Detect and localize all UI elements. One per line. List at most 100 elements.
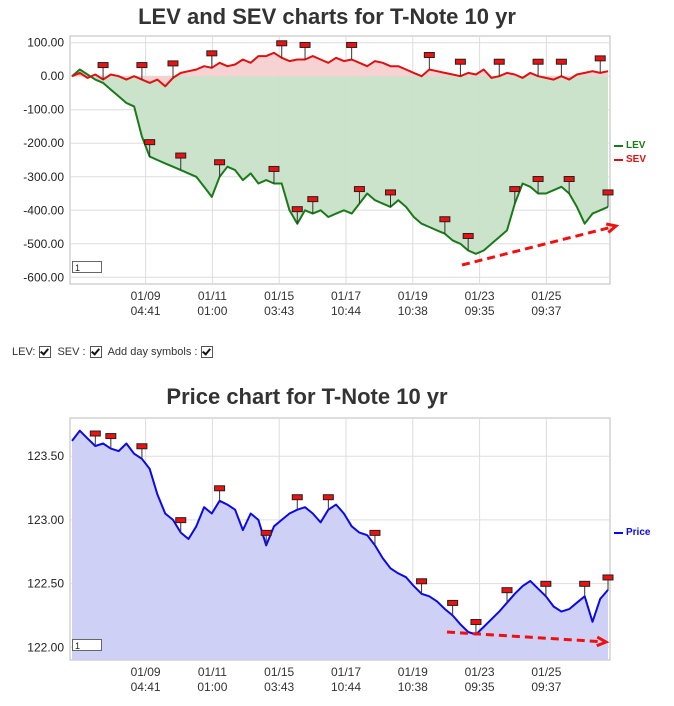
x-tick-time: 04:41 xyxy=(131,304,161,318)
sev-day-marker xyxy=(532,58,544,65)
legend-lev[interactable]: LEV xyxy=(614,140,645,151)
x-tick-time: 01:00 xyxy=(197,304,227,318)
series-fill-lev xyxy=(72,69,608,254)
x-tick-time: 04:41 xyxy=(131,680,161,694)
y-tick-label: 122.00 xyxy=(27,640,64,654)
x-tick-date: 01/23 xyxy=(465,289,495,303)
price-day-marker xyxy=(579,580,591,587)
lev-day-marker xyxy=(291,206,303,213)
legend-price-swatch xyxy=(614,531,623,534)
lev-trend-arrow xyxy=(461,224,617,267)
lev-day-marker xyxy=(462,232,474,239)
series-fill-price xyxy=(72,430,608,660)
chart-controls: LEV: SEV : Add day symbols : xyxy=(12,346,217,358)
x-tick-time: 09:37 xyxy=(531,680,561,694)
series-line-sev xyxy=(71,51,609,88)
x-tick-date: 01/15 xyxy=(264,289,294,303)
sev-day-marker xyxy=(493,58,505,65)
series-fill-sev xyxy=(72,52,608,87)
x-tick-date: 01/11 xyxy=(198,289,227,303)
y-tick-label: -400.00 xyxy=(23,203,64,217)
price-day-marker xyxy=(540,580,552,587)
legend-price-label: Price xyxy=(626,527,651,538)
day-symbols-checkbox-label: Add day symbols : xyxy=(107,346,198,358)
price-day-marker xyxy=(447,599,459,606)
price-day-marker xyxy=(175,517,187,524)
x-tick-date: 01/17 xyxy=(331,289,361,303)
sev-checkbox[interactable] xyxy=(89,346,102,358)
lev-day-marker xyxy=(509,186,521,193)
price-day-marker xyxy=(89,430,101,437)
sev-day-marker xyxy=(555,58,567,65)
sev-checkbox-label: SEV : xyxy=(57,346,86,358)
x-tick-date: 01/17 xyxy=(331,665,361,679)
lev-day-marker xyxy=(214,159,226,166)
price-day-marker xyxy=(291,494,303,501)
series-line-lev xyxy=(71,68,609,255)
legend-price[interactable]: Price xyxy=(614,527,650,538)
price-chart-title: Price chart for T-Note 10 yr xyxy=(166,384,448,409)
price-day-marker xyxy=(105,433,117,440)
x-tick-date: 01/09 xyxy=(131,665,161,679)
price-day-marker xyxy=(260,529,272,536)
price-day-marker xyxy=(369,529,381,536)
lev-zoom-input[interactable]: 1 xyxy=(72,261,102,273)
lev-trend-arrow-head xyxy=(605,222,620,234)
lev-day-marker xyxy=(563,176,575,183)
lev-day-marker xyxy=(268,165,280,172)
y-tick-label: -100.00 xyxy=(23,103,64,117)
x-tick-date: 01/11 xyxy=(198,665,227,679)
legend-sev-swatch xyxy=(614,158,623,161)
y-tick-label: 123.00 xyxy=(27,513,64,527)
y-tick-label: 100.00 xyxy=(27,36,64,50)
day-symbols-checkbox[interactable] xyxy=(201,346,214,358)
x-tick-date: 01/19 xyxy=(398,289,428,303)
lev-day-marker xyxy=(384,189,396,196)
x-tick-time: 10:44 xyxy=(331,304,361,318)
sev-day-marker xyxy=(299,41,311,48)
x-tick-time: 09:35 xyxy=(465,304,495,318)
price-day-marker xyxy=(214,485,226,492)
lev-day-marker xyxy=(175,152,187,159)
lev-day-marker xyxy=(439,216,451,223)
lev-checkbox[interactable] xyxy=(39,346,52,358)
price-day-marker xyxy=(501,587,513,594)
price-trend-arrow xyxy=(446,630,607,644)
x-tick-date: 01/23 xyxy=(465,665,495,679)
price-zoom-input[interactable]: 1 xyxy=(72,639,102,651)
legend-sev-label: SEV xyxy=(626,154,647,165)
lev-day-marker xyxy=(307,196,319,203)
y-tick-label: -500.00 xyxy=(23,237,64,251)
x-tick-date: 01/15 xyxy=(264,665,294,679)
sev-day-marker xyxy=(276,40,288,47)
lev-day-marker xyxy=(532,176,544,183)
y-tick-label: -600.00 xyxy=(23,270,64,284)
lev-sev-chart-title: LEV and SEV charts for T-Note 10 yr xyxy=(138,4,516,29)
legend-lev-label: LEV xyxy=(626,140,646,151)
x-tick-date: 01/25 xyxy=(531,289,561,303)
x-tick-time: 10:44 xyxy=(331,680,361,694)
sev-day-marker xyxy=(136,62,148,69)
lev-checkbox-label: LEV: xyxy=(12,346,36,358)
price-day-marker xyxy=(136,443,148,450)
x-tick-date: 01/09 xyxy=(131,289,161,303)
lev-day-marker xyxy=(353,186,365,193)
x-tick-time: 03:43 xyxy=(264,680,294,694)
sev-day-marker xyxy=(423,52,435,59)
lev-day-marker xyxy=(602,189,614,196)
legend-sev[interactable]: SEV xyxy=(614,154,646,165)
price-trend-arrow-head xyxy=(596,635,610,648)
x-tick-time: 09:35 xyxy=(465,680,495,694)
sev-day-marker xyxy=(97,62,109,69)
sev-day-marker xyxy=(454,58,466,65)
sev-day-marker xyxy=(346,41,358,48)
x-tick-time: 01:00 xyxy=(197,680,227,694)
x-tick-time: 10:38 xyxy=(398,304,428,318)
sev-day-marker xyxy=(167,60,179,67)
price-day-marker xyxy=(416,578,428,585)
y-tick-label: 122.50 xyxy=(27,577,64,591)
price-day-marker xyxy=(470,619,482,626)
x-tick-time: 10:38 xyxy=(398,680,428,694)
sev-day-marker xyxy=(594,55,606,62)
